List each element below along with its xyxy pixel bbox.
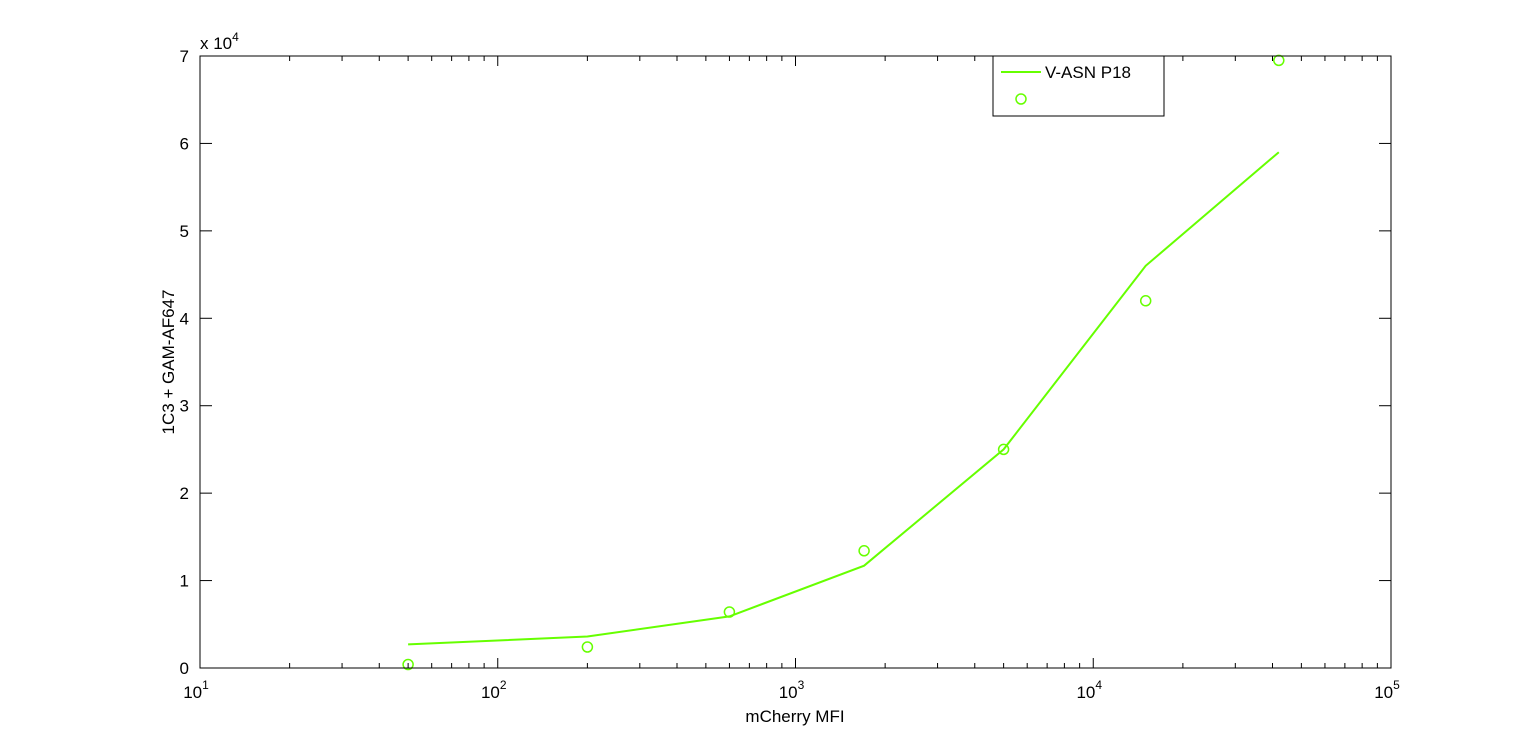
y-tick-label: 5 [180, 222, 189, 241]
y-tick-label: 0 [180, 659, 189, 678]
legend-label-series-1: V-ASN P18 [1045, 63, 1131, 82]
x-tick-label: 102 [481, 678, 507, 702]
x-axis-label: mCherry MFI [745, 707, 844, 726]
series-layer [402, 54, 1285, 671]
y-tick-label: 7 [180, 47, 189, 66]
data-point-2 [581, 641, 594, 653]
data-point-2 [723, 606, 736, 618]
x-tick-label: 103 [779, 678, 805, 702]
y-tick-label: 2 [180, 484, 189, 503]
data-point-2 [997, 443, 1010, 456]
legend-box [992, 55, 1165, 117]
x-tick-label: 101 [183, 678, 209, 702]
y-axis-multiplier: x 104 [200, 30, 239, 53]
ticks-layer: 101 102 103 104 105 0 1 2 3 4 5 6 7 [180, 47, 1401, 702]
y-tick-label: 1 [180, 572, 189, 591]
x-tick-label: 104 [1076, 678, 1102, 702]
data-point-2 [1273, 54, 1285, 67]
y-tick-label: 6 [180, 134, 189, 153]
data-point-2 [402, 658, 414, 671]
x-tick-label: 105 [1374, 678, 1400, 702]
data-point-2 [858, 545, 870, 557]
series-line-1 [408, 151, 1280, 646]
labels-layer: mCherry MFI 1C3 + GAM-AF647 x 104 [159, 30, 845, 726]
y-tick-label: 4 [180, 309, 189, 328]
plot-frame [199, 55, 1392, 669]
legend: V-ASN P18 [992, 55, 1165, 117]
y-tick-label: 3 [180, 397, 189, 416]
data-point-2 [1139, 295, 1152, 307]
plot-area [200, 56, 1391, 668]
y-axis-label: 1C3 + GAM-AF647 [159, 289, 178, 434]
legend-marker-swatch [1015, 93, 1027, 105]
